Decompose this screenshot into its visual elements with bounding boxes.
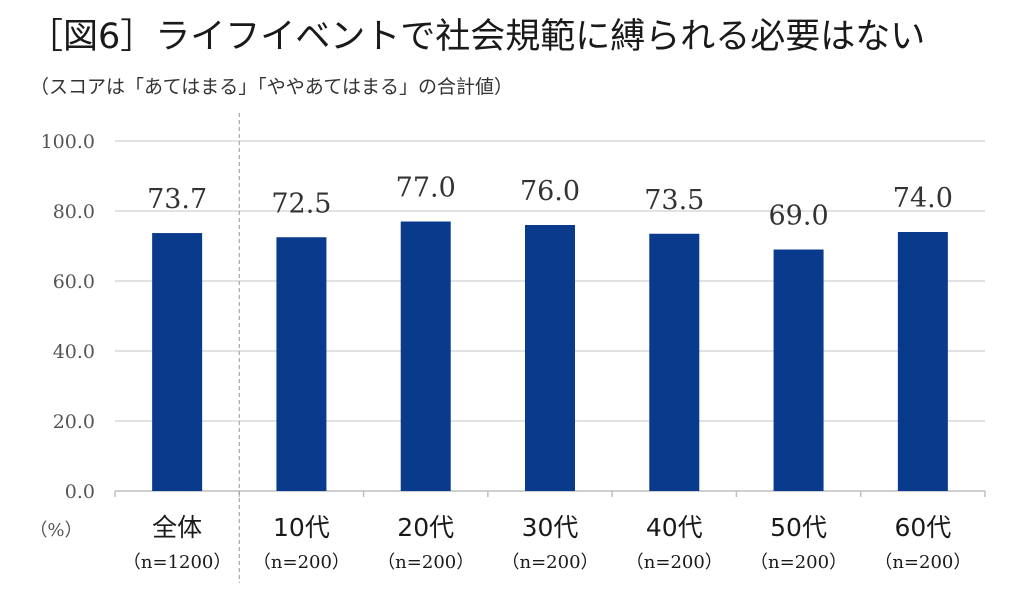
category-label: 20代 bbox=[397, 513, 454, 542]
bar bbox=[897, 232, 948, 491]
data-label: 73.5 bbox=[644, 185, 704, 216]
bar bbox=[525, 225, 575, 491]
category-sample-size: （n=200） bbox=[874, 552, 971, 573]
category-sample-size: （n=200） bbox=[750, 552, 847, 573]
bar bbox=[773, 249, 824, 491]
data-label: 76.0 bbox=[520, 176, 580, 207]
bar bbox=[152, 233, 203, 492]
y-unit-label: （%） bbox=[29, 520, 82, 541]
data-label: 74.0 bbox=[893, 183, 953, 214]
y-tick-label: 20.0 bbox=[53, 411, 95, 433]
y-tick-label: 100.0 bbox=[41, 131, 95, 153]
category-sample-size: （n=1200） bbox=[123, 552, 231, 573]
bar bbox=[276, 237, 327, 491]
bar bbox=[649, 233, 700, 491]
category-label: 30代 bbox=[522, 513, 579, 542]
category-sample-size: （n=200） bbox=[501, 552, 598, 573]
data-label: 72.5 bbox=[271, 188, 331, 219]
category-label: 50代 bbox=[770, 513, 827, 542]
category-label: 10代 bbox=[273, 513, 330, 542]
data-label: 77.0 bbox=[396, 173, 456, 204]
category-label: 40代 bbox=[646, 513, 703, 542]
category-sample-size: （n=200） bbox=[253, 552, 350, 573]
y-tick-label: 60.0 bbox=[53, 271, 95, 293]
chart-title: ［図6］ライフイベントで社会規範に縛られる必要はない bbox=[28, 17, 926, 57]
y-tick-label: 0.0 bbox=[65, 481, 95, 503]
category-label: 60代 bbox=[894, 513, 951, 542]
data-label: 69.0 bbox=[769, 201, 829, 232]
data-label: 73.7 bbox=[147, 184, 207, 215]
y-tick-label: 40.0 bbox=[53, 341, 95, 363]
bar bbox=[400, 221, 451, 491]
chart-subtitle: （スコアは「あてはまる」「ややあてはまる」の合計値） bbox=[30, 76, 513, 98]
category-label: 全体 bbox=[152, 513, 202, 542]
category-sample-size: （n=200） bbox=[626, 552, 723, 573]
y-tick-label: 80.0 bbox=[53, 201, 95, 223]
category-sample-size: （n=200） bbox=[377, 552, 474, 573]
